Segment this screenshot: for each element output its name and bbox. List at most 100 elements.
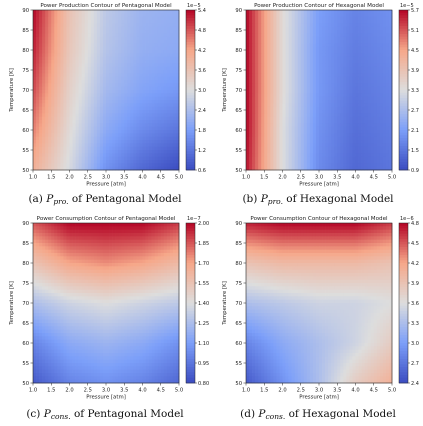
contour-cell <box>163 53 168 58</box>
contour-cell <box>258 80 262 84</box>
contour-cell <box>291 23 296 28</box>
contour-cell <box>349 36 353 41</box>
contour-cell <box>246 50 250 54</box>
contour-cell <box>264 136 268 141</box>
contour-cell <box>90 150 95 154</box>
contour-cell <box>112 40 116 44</box>
contour-cell <box>54 120 58 124</box>
contour-cell <box>285 123 289 128</box>
contour-cell <box>385 123 390 128</box>
contour-cell <box>328 10 332 14</box>
contour-cell <box>340 46 344 51</box>
contour-cell <box>288 120 292 124</box>
contour-cell <box>373 100 378 104</box>
contour-cell <box>306 70 311 74</box>
contour-cell <box>142 53 146 58</box>
contour-cell <box>249 10 253 14</box>
contour-cell <box>370 150 375 154</box>
contour-cell <box>45 136 49 141</box>
contour-cell <box>309 113 314 118</box>
contour-cell <box>130 223 134 227</box>
contour-cell <box>282 33 286 38</box>
contour-cell <box>133 93 137 98</box>
contour-cell <box>66 70 70 74</box>
contour-cell <box>115 43 119 48</box>
contour-cell <box>334 160 338 164</box>
contour-cell <box>388 73 393 78</box>
contour-cell <box>121 20 125 24</box>
contour-cell <box>270 123 274 128</box>
contour-cell <box>60 83 64 88</box>
contour-cell <box>172 110 177 114</box>
contour-cell <box>166 23 171 28</box>
contour-cell <box>33 70 37 74</box>
contour-cell <box>130 229 134 234</box>
contour-cell <box>57 60 61 64</box>
contour-cell <box>75 136 79 141</box>
contour-cell <box>163 36 168 41</box>
contour-cell <box>90 76 95 81</box>
contour-cell <box>96 46 101 51</box>
contour-cell <box>99 133 104 138</box>
contour-cell <box>106 150 110 154</box>
contour-cell <box>36 163 40 168</box>
contour-cell <box>106 126 110 131</box>
contour-cell <box>249 150 253 154</box>
contour-cell <box>385 156 390 161</box>
contour-cell <box>124 83 128 88</box>
contour-cell <box>96 40 101 44</box>
contour-cell <box>109 133 113 138</box>
contour-cell <box>288 56 292 61</box>
contour-cell <box>285 130 289 134</box>
contour-cell <box>115 16 119 21</box>
contour-cell <box>154 146 159 151</box>
contour-cell <box>306 33 311 38</box>
contour-cell <box>84 13 89 18</box>
colorbar-segment <box>399 148 408 152</box>
contour-cell <box>370 73 375 78</box>
contour-cell <box>285 90 289 94</box>
contour-cell <box>175 90 180 94</box>
contour-cell <box>78 60 83 64</box>
contour-cell <box>157 43 162 48</box>
contour-cell <box>36 146 40 151</box>
contour-cell <box>142 50 146 54</box>
contour-cell <box>291 53 296 58</box>
contour-cell <box>270 106 274 111</box>
contour-cell <box>121 23 125 28</box>
contour-cell <box>249 80 253 84</box>
contour-cell <box>282 26 286 31</box>
contour-cell <box>127 116 131 121</box>
contour-cell <box>291 26 296 31</box>
contour-cell <box>130 226 134 231</box>
contour-cell <box>87 60 92 64</box>
contour-cell <box>255 33 259 38</box>
contour-cell <box>319 10 323 14</box>
colorbar-segment <box>399 135 408 139</box>
contour-cell <box>112 120 116 124</box>
contour-cell <box>315 100 320 104</box>
contour-cell <box>109 106 113 111</box>
contour-cell <box>118 26 122 31</box>
contour-cell <box>300 16 305 21</box>
contour-cell <box>364 143 369 148</box>
contour-cell <box>246 53 250 58</box>
contour-cell <box>361 23 365 28</box>
colorbar-segment <box>399 76 408 80</box>
contour-cell <box>346 130 350 134</box>
contour-cell <box>322 93 326 98</box>
contour-cell <box>142 223 146 227</box>
contour-cell <box>42 229 46 234</box>
contour-cell <box>145 60 149 64</box>
contour-cell <box>45 153 49 158</box>
contour-cell <box>340 13 344 18</box>
contour-cell <box>33 73 37 78</box>
contour-cell <box>322 103 326 108</box>
contour-cell <box>112 136 116 141</box>
contour-cell <box>139 103 143 108</box>
contour-cell <box>331 100 335 104</box>
contour-cell <box>361 63 365 68</box>
contour-cell <box>139 90 143 94</box>
contour-cell <box>358 136 362 141</box>
contour-cell <box>102 26 107 31</box>
